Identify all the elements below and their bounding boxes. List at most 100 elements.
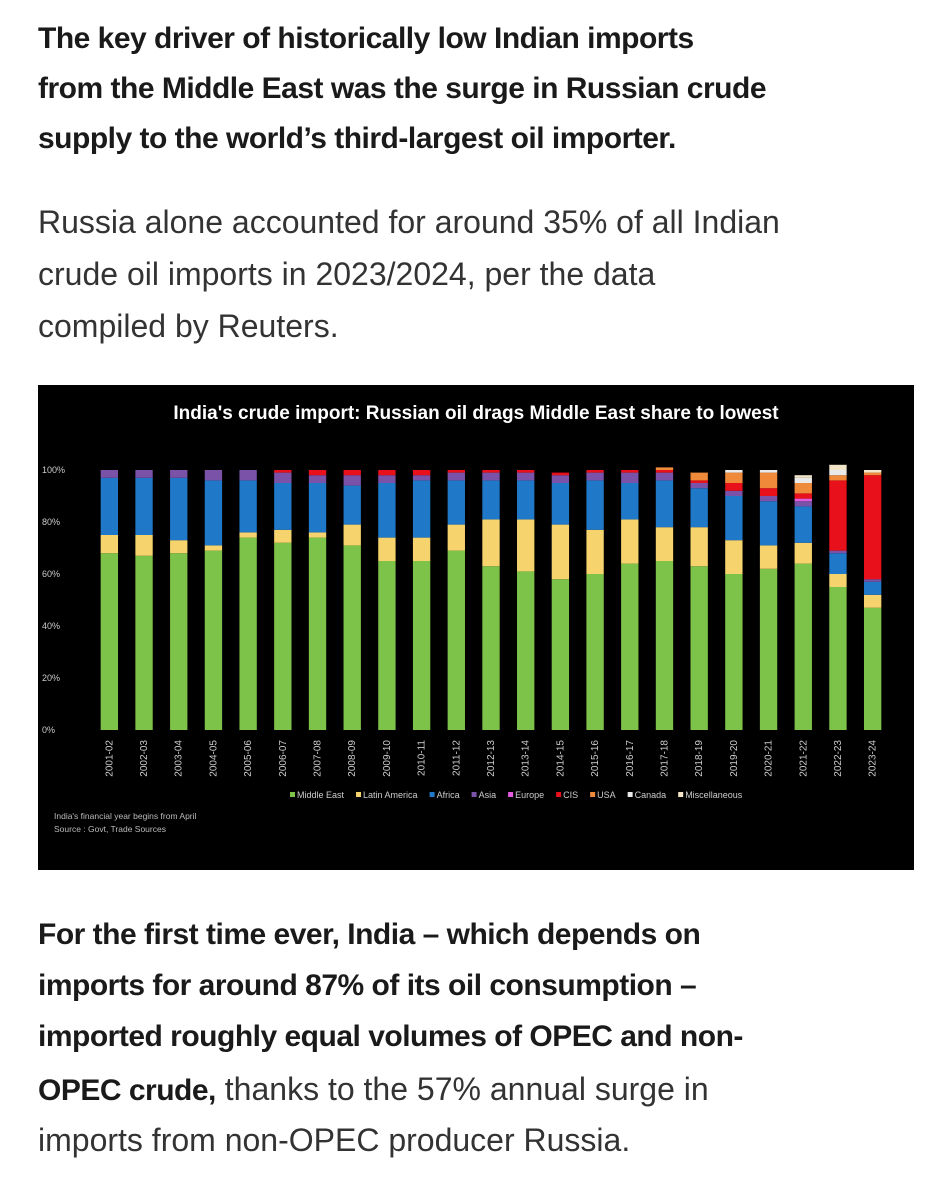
bar-segment <box>759 545 778 569</box>
bar-segment <box>586 480 604 530</box>
bar-segment <box>863 594 882 608</box>
bar-segment <box>621 519 639 564</box>
bar-segment <box>655 470 674 473</box>
bar-segment <box>308 483 327 533</box>
bar-segment <box>794 501 812 507</box>
y-tick-label: 100% <box>42 465 65 475</box>
bar-segment <box>725 496 743 541</box>
bar-segment <box>759 470 778 473</box>
bar-segment <box>517 470 535 473</box>
bar-segment <box>308 470 327 476</box>
bar-segment <box>690 527 708 567</box>
text: thanks to the 57% annual surge in <box>215 1071 709 1107</box>
bar-segment <box>135 555 153 730</box>
bar-segment <box>204 470 223 481</box>
bar-segment <box>725 574 743 730</box>
bar-segment <box>655 527 674 561</box>
bar-segment <box>378 483 396 538</box>
bar-segment <box>482 480 500 520</box>
bar-segment <box>378 561 396 730</box>
bar-segment <box>794 493 812 499</box>
x-tick-label: 2020-21 <box>764 740 775 777</box>
intro-line: Russia alone accounted for around 35% of… <box>38 204 780 240</box>
bar-segment <box>135 535 153 556</box>
legend-swatch <box>508 792 514 797</box>
heading-line: supply to the world’s third-largest oil … <box>38 122 676 155</box>
x-tick-label: 2015-16 <box>590 740 601 777</box>
bar-segment <box>759 472 778 489</box>
x-tick-label: 2016-17 <box>625 740 636 777</box>
bar-segment <box>412 561 431 730</box>
bold-text: imported roughly equal volumes of OPEC a… <box>38 1020 743 1053</box>
bar-segment <box>274 542 292 730</box>
closing-line: For the first time ever, India – which d… <box>38 918 701 952</box>
bar-segment <box>586 529 604 574</box>
bar-segment <box>170 477 188 541</box>
bar-segment <box>725 470 743 473</box>
x-tick-label: 2012-13 <box>486 740 497 777</box>
heading-line: from the Middle East was the surge in Ru… <box>38 72 767 105</box>
bar-segment <box>690 566 708 730</box>
bar-segment <box>135 470 153 478</box>
bar-segment <box>655 467 674 470</box>
bar-segment <box>343 470 361 476</box>
x-tick-label: 2017-18 <box>659 740 670 777</box>
bar-segment <box>863 607 882 730</box>
chart: India's crude import: Russian oil drags … <box>42 403 882 834</box>
bar-segment <box>863 581 882 595</box>
bar-segment <box>274 472 292 483</box>
bar-segment <box>308 532 327 538</box>
bar-segment <box>482 472 500 481</box>
y-tick-label: 80% <box>42 517 60 527</box>
bar-segment <box>100 535 119 554</box>
intro-line: crude oil imports in 2023/2024, per the … <box>38 256 656 292</box>
bar-segment <box>100 477 119 535</box>
legend-swatch <box>678 792 684 797</box>
closing-line: imported roughly equal volumes of OPEC a… <box>38 1020 743 1054</box>
bar-segment <box>239 480 257 533</box>
x-tick-label: 2018-19 <box>694 740 705 777</box>
bar-segment <box>447 524 465 551</box>
bar-segment <box>517 480 535 520</box>
bar-segment <box>829 475 847 481</box>
closing-line: imports from non-OPEC producer Russia. <box>38 1122 630 1159</box>
bar-segment <box>655 561 674 730</box>
legend-label: CIS <box>563 790 578 800</box>
legend-label: Latin America <box>363 790 418 800</box>
bar-segment <box>829 574 847 587</box>
bar-segment <box>725 483 743 491</box>
bar-segment <box>274 529 292 543</box>
legend-label: Europe <box>515 790 544 800</box>
bar-segment <box>690 488 708 528</box>
x-tick-label: 2007-08 <box>313 740 324 777</box>
bar-segment <box>829 550 847 554</box>
bar-segment <box>412 537 431 561</box>
bar-segment <box>517 472 535 481</box>
bar-segment <box>863 472 882 476</box>
bar-segment <box>447 480 465 525</box>
bar-segment <box>412 470 431 476</box>
bar-segment <box>829 470 847 476</box>
bar-segment <box>482 566 500 730</box>
bar-segment <box>690 472 708 481</box>
x-tick-label: 2009-10 <box>382 740 393 777</box>
bar-segment <box>586 470 604 473</box>
legend-label: Middle East <box>297 790 345 800</box>
x-tick-label: 2022-23 <box>833 740 844 777</box>
bar-segment <box>100 553 119 730</box>
bar-segment <box>412 480 431 538</box>
chart-note: India's financial year begins from April <box>54 811 197 821</box>
bar-segment <box>135 477 153 535</box>
bar-segment <box>759 488 778 496</box>
bar-segment <box>378 475 396 483</box>
bar-segment <box>551 475 570 483</box>
bar-segment <box>586 574 604 730</box>
bar-segment <box>551 524 570 580</box>
text: imports from non-OPEC producer Russia. <box>38 1122 631 1158</box>
closing-line: OPEC crude, thanks to the 57% annual sur… <box>38 1071 709 1108</box>
bar-segment <box>308 537 327 730</box>
bar-segment <box>725 472 743 483</box>
bar-segment <box>274 470 292 473</box>
legend-swatch <box>627 792 633 797</box>
y-tick-label: 60% <box>42 569 60 579</box>
